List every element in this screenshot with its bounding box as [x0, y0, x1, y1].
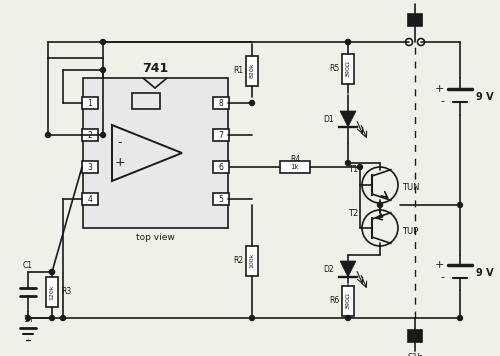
- Bar: [83, 78, 228, 228]
- Text: 6: 6: [218, 162, 224, 172]
- Bar: [82, 97, 98, 109]
- Bar: [46, 277, 58, 307]
- Text: S1b: S1b: [407, 354, 423, 356]
- Circle shape: [100, 68, 105, 73]
- Text: -: -: [118, 136, 122, 150]
- Circle shape: [60, 315, 66, 320]
- Text: 5: 5: [218, 194, 224, 204]
- Bar: [342, 286, 354, 315]
- Text: D1: D1: [324, 115, 334, 124]
- Text: R2: R2: [233, 256, 243, 265]
- Circle shape: [346, 40, 350, 44]
- Circle shape: [346, 40, 350, 44]
- Text: 100k: 100k: [250, 253, 254, 268]
- Bar: [280, 161, 310, 173]
- Circle shape: [26, 315, 30, 320]
- Text: 7: 7: [218, 131, 224, 140]
- Circle shape: [346, 161, 350, 166]
- Text: 120k: 120k: [50, 284, 54, 300]
- Text: 741: 741: [142, 62, 168, 74]
- Bar: [82, 129, 98, 141]
- Circle shape: [250, 315, 254, 320]
- Text: 8: 8: [218, 99, 224, 108]
- Circle shape: [250, 100, 254, 105]
- Bar: [408, 14, 422, 26]
- Text: -: -: [440, 96, 444, 106]
- Bar: [213, 129, 229, 141]
- Polygon shape: [340, 111, 356, 127]
- Text: T1: T1: [348, 166, 358, 174]
- Bar: [82, 161, 98, 173]
- Circle shape: [458, 315, 462, 320]
- Text: R1: R1: [233, 66, 243, 75]
- Text: T2: T2: [348, 209, 358, 218]
- Circle shape: [458, 203, 462, 208]
- Bar: [246, 56, 258, 85]
- Bar: [213, 97, 229, 109]
- Text: -: -: [440, 272, 444, 283]
- Text: R3: R3: [61, 288, 72, 297]
- Text: 1k: 1k: [290, 164, 300, 170]
- Text: 1n: 1n: [23, 315, 33, 325]
- Bar: [82, 193, 98, 205]
- Text: 4: 4: [88, 194, 92, 204]
- Text: +: +: [114, 157, 126, 169]
- Text: TUP: TUP: [402, 226, 418, 236]
- Text: C1: C1: [23, 262, 33, 271]
- Bar: [213, 193, 229, 205]
- Circle shape: [418, 38, 424, 46]
- Text: 1: 1: [88, 99, 92, 108]
- Text: 820k: 820k: [250, 63, 254, 78]
- Bar: [408, 330, 422, 342]
- Circle shape: [406, 38, 412, 46]
- Circle shape: [346, 315, 350, 320]
- Text: R6: R6: [329, 296, 339, 305]
- Bar: [342, 53, 354, 84]
- Text: 3: 3: [88, 162, 92, 172]
- Bar: [213, 161, 229, 173]
- Circle shape: [50, 315, 54, 320]
- Text: 390Ω: 390Ω: [346, 60, 350, 77]
- Text: D2: D2: [324, 265, 334, 273]
- Text: top view: top view: [136, 234, 174, 242]
- Text: +: +: [434, 260, 444, 269]
- Circle shape: [358, 164, 362, 169]
- Circle shape: [378, 203, 382, 208]
- Text: R5: R5: [329, 64, 339, 73]
- Circle shape: [50, 269, 54, 274]
- Text: TUN: TUN: [402, 183, 419, 193]
- Polygon shape: [340, 261, 356, 277]
- Text: R4: R4: [290, 156, 300, 164]
- Circle shape: [100, 132, 105, 137]
- Text: 390Ω: 390Ω: [346, 292, 350, 309]
- Text: 2: 2: [88, 131, 92, 140]
- Circle shape: [46, 132, 51, 137]
- Circle shape: [100, 40, 105, 44]
- Text: 9 V: 9 V: [476, 91, 494, 101]
- Bar: [246, 246, 258, 276]
- Text: 9 V: 9 V: [476, 267, 494, 277]
- Text: +: +: [434, 84, 444, 94]
- Circle shape: [50, 269, 54, 274]
- Bar: [132, 93, 160, 109]
